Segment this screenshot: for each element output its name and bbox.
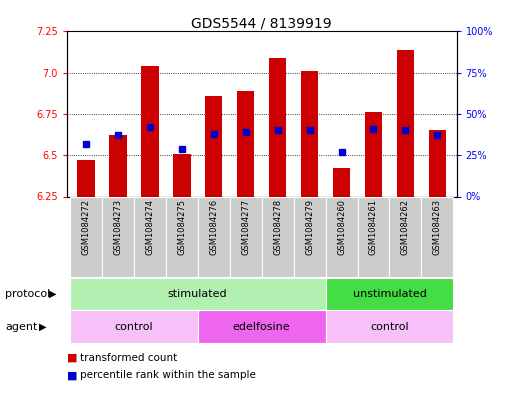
Bar <box>166 196 198 277</box>
Bar <box>421 196 453 277</box>
Text: GSM1084276: GSM1084276 <box>209 199 218 255</box>
Bar <box>205 96 223 196</box>
Text: GSM1084262: GSM1084262 <box>401 199 410 255</box>
Bar <box>70 196 102 277</box>
Bar <box>293 196 326 277</box>
Bar <box>70 310 198 343</box>
Bar <box>237 91 254 196</box>
Text: GSM1084279: GSM1084279 <box>305 199 314 255</box>
Bar <box>134 196 166 277</box>
Text: GSM1084272: GSM1084272 <box>82 199 90 255</box>
Text: GSM1084263: GSM1084263 <box>433 199 442 255</box>
Bar <box>358 196 389 277</box>
Text: GSM1084278: GSM1084278 <box>273 199 282 255</box>
Text: GSM1084260: GSM1084260 <box>337 199 346 255</box>
Bar <box>397 50 414 196</box>
Text: GSM1084261: GSM1084261 <box>369 199 378 255</box>
Bar <box>102 196 134 277</box>
Text: ■: ■ <box>67 353 81 363</box>
Text: ▶: ▶ <box>39 322 47 332</box>
Text: transformed count: transformed count <box>80 353 177 363</box>
Bar <box>326 196 358 277</box>
Bar <box>365 112 382 196</box>
Text: ▶: ▶ <box>49 289 56 299</box>
Bar <box>173 154 190 196</box>
Text: control: control <box>114 322 153 332</box>
Bar <box>333 169 350 196</box>
Bar <box>389 196 421 277</box>
Bar <box>109 136 127 196</box>
Bar <box>198 196 230 277</box>
Text: edelfosine: edelfosine <box>233 322 290 332</box>
Text: protocol: protocol <box>5 289 50 299</box>
Text: percentile rank within the sample: percentile rank within the sample <box>80 370 255 380</box>
Bar <box>198 310 326 343</box>
Bar <box>326 310 453 343</box>
Bar <box>262 196 293 277</box>
Text: unstimulated: unstimulated <box>352 289 426 299</box>
Bar <box>326 278 453 310</box>
Bar <box>428 130 446 196</box>
Text: control: control <box>370 322 409 332</box>
Text: GSM1084274: GSM1084274 <box>145 199 154 255</box>
Bar <box>70 278 326 310</box>
Bar <box>301 71 319 196</box>
Bar <box>269 58 286 196</box>
Text: stimulated: stimulated <box>168 289 228 299</box>
Bar <box>77 160 95 196</box>
Bar <box>230 196 262 277</box>
Text: GSM1084277: GSM1084277 <box>241 199 250 255</box>
Text: GSM1084273: GSM1084273 <box>113 199 122 255</box>
Text: ■: ■ <box>67 370 81 380</box>
Bar <box>141 66 159 196</box>
Text: agent: agent <box>5 322 37 332</box>
Text: GSM1084275: GSM1084275 <box>177 199 186 255</box>
Title: GDS5544 / 8139919: GDS5544 / 8139919 <box>191 16 332 30</box>
